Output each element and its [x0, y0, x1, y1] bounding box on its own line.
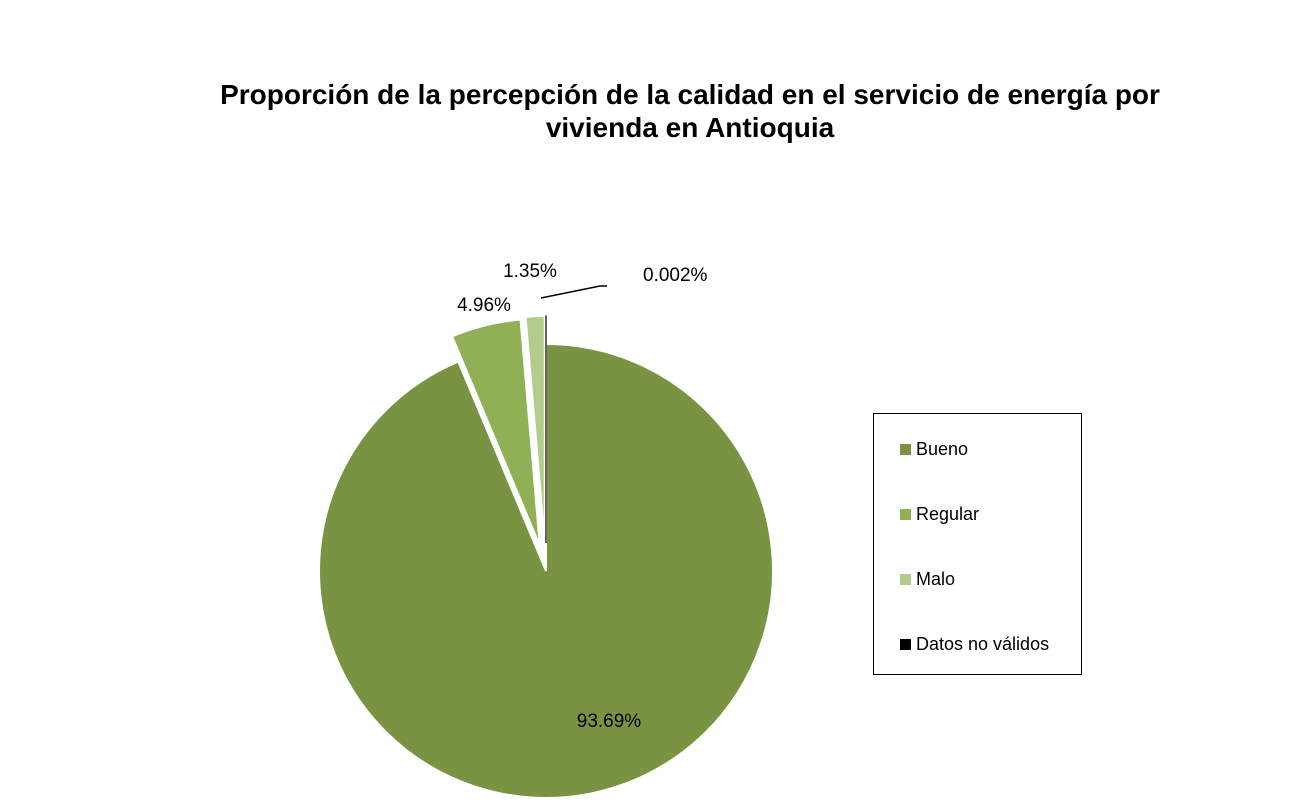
chart-title-line-2: vivienda en Antioquia [545, 112, 835, 143]
legend-swatch-datos-no-validos [900, 638, 911, 650]
legend-item-malo: Malo [900, 568, 955, 590]
pie-slice-malo [524, 315, 546, 544]
legend-swatch-malo [900, 573, 911, 585]
chart-legend: Bueno Regular Malo Datos no válidos [873, 413, 1082, 675]
legend-label-bueno: Bueno [916, 438, 969, 459]
legend-label-regular: Regular [916, 503, 980, 524]
data-label-regular: 4.96% [457, 295, 511, 316]
pie-slice-regular [450, 318, 541, 547]
data-label-datos-no-validos: 0.002% [643, 265, 708, 286]
legend-item-datos-no-validos: Datos no válidos [900, 633, 1049, 655]
legend-swatch-regular [900, 508, 911, 520]
legend-label-datos-no-validos: Datos no válidos [916, 633, 1050, 654]
legend-label-malo: Malo [916, 568, 956, 589]
pie-slice-bueno [318, 342, 774, 799]
data-label-bueno: 93.69% [577, 711, 642, 732]
legend-item-regular: Regular [900, 503, 979, 525]
legend-item-bueno: Bueno [900, 438, 968, 460]
legend-swatch-bueno [900, 443, 911, 455]
chart-title-line-1: Proporción de la percepción de la calida… [220, 79, 1160, 110]
data-label-malo: 1.35% [503, 261, 557, 282]
leader-line-datos-no-validos [540, 285, 607, 299]
chart-title: Proporción de la percepción de la calida… [150, 78, 1230, 144]
